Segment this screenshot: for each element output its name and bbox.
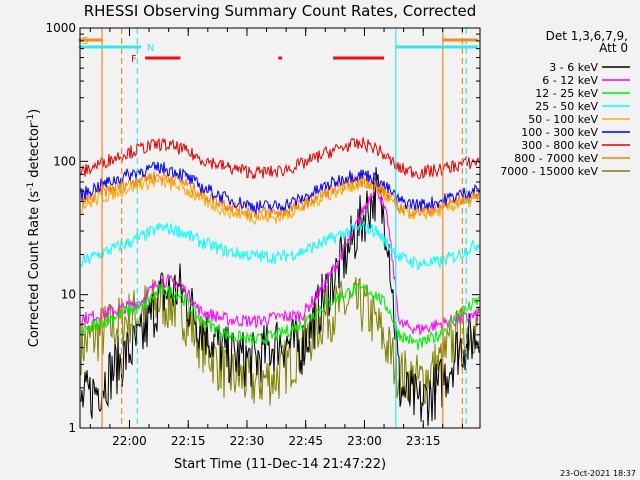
- x-tick-label: 23:00: [347, 434, 382, 448]
- y-tick-label: 10: [61, 288, 76, 302]
- x-tick-label: 23:15: [406, 434, 441, 448]
- x-tick-label: 22:30: [230, 434, 265, 448]
- series-line: [80, 220, 480, 271]
- generation-timestamp: 23-Oct-2021 18:37: [560, 469, 636, 478]
- legend-label: 300 - 800 keV: [521, 139, 598, 152]
- flag-bars: S NF: [78, 36, 479, 65]
- legend-label: 50 - 100 keV: [528, 113, 598, 126]
- legend-label: 12 - 25 keV: [535, 87, 598, 100]
- y-axis-label: Corrected Count Rate (s-1 detector-1): [26, 109, 42, 347]
- time-markers: [101, 28, 467, 428]
- flag-label: F: [131, 54, 137, 65]
- y-axis-label-part: ): [27, 109, 42, 114]
- x-axis: 22:00 22:15 22:30 22:45 23:00 23:15: [89, 28, 463, 448]
- series-line: [80, 170, 480, 220]
- x-axis-label: Start Time (11-Dec-14 21:47:22): [174, 457, 386, 472]
- legend-label: 3 - 6 keV: [549, 61, 598, 74]
- series-line: [80, 180, 480, 336]
- legend-label: 800 - 7000 keV: [514, 152, 598, 165]
- y-tick-label: 1: [68, 421, 76, 435]
- legend-header-line: Det 1,3,6,7,9,: [546, 29, 628, 43]
- series-line: [80, 175, 480, 226]
- plot-frame: [79, 27, 481, 429]
- flag-label: S: [82, 36, 88, 47]
- series-line: [80, 167, 480, 427]
- y-axis-label-superscript: -1: [26, 182, 36, 191]
- x-tick-label: 22:15: [171, 434, 206, 448]
- legend-header-line: Att 0: [599, 41, 628, 55]
- x-tick-label: 22:45: [288, 434, 323, 448]
- y-tick-label: 100: [53, 154, 76, 168]
- legend-label: 6 - 12 keV: [542, 74, 598, 87]
- series-line: [80, 137, 480, 180]
- chart-title: RHESSI Observing Summary Count Rates, Co…: [84, 2, 477, 20]
- y-axis-label-superscript: -1: [26, 114, 36, 123]
- y-axis-label-part: Corrected Count Rate (s: [27, 191, 42, 348]
- series-line: [80, 282, 480, 351]
- x-tick-label: 22:00: [112, 434, 147, 448]
- legend-label: 25 - 50 keV: [535, 100, 598, 113]
- legend-label: 100 - 300 keV: [521, 126, 598, 139]
- flag-label: N: [147, 43, 154, 54]
- y-axis: 1 10 100 1000: [45, 21, 480, 435]
- legend-label: 7000 - 15000 keV: [500, 165, 598, 178]
- series-line: [80, 161, 480, 215]
- y-tick-label: 1000: [45, 21, 76, 35]
- y-axis-label-part: detector: [27, 122, 42, 182]
- data-traces: [80, 137, 480, 427]
